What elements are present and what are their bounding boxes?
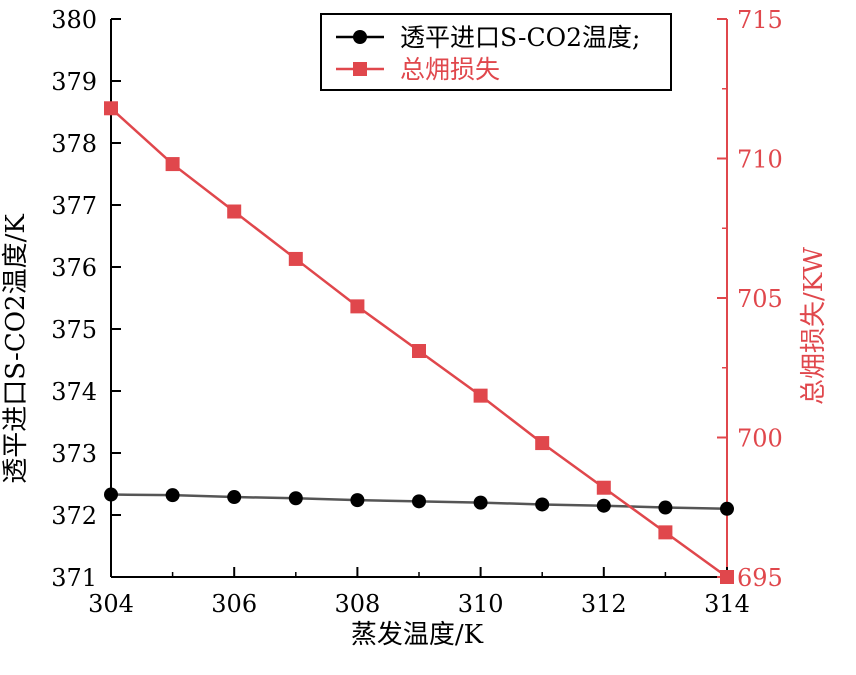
series-2-point: [350, 299, 365, 314]
legend-marker-1: [353, 30, 367, 44]
series-1-point: [165, 488, 180, 503]
legend-label-1: 透平进口S-CO2温度;: [400, 23, 640, 52]
legend-marker-2: [353, 62, 367, 76]
y-left-tick-label: 380: [51, 6, 97, 34]
series-1-point: [596, 498, 611, 513]
series-1-point: [720, 501, 734, 516]
x-tick-label: 310: [458, 590, 504, 618]
y-left-tick-label: 373: [51, 440, 97, 468]
legend: 透平进口S-CO2温度; 总㶲损失: [320, 13, 672, 91]
y-left-tick-label: 375: [51, 316, 97, 344]
series-1-point: [473, 495, 488, 510]
y-axis-title-right: 总㶲损失/KW: [799, 247, 829, 405]
legend-box: [320, 13, 672, 91]
series-2-point: [227, 204, 242, 219]
series-1-point: [535, 497, 550, 512]
series-2-point: [165, 157, 180, 172]
y-right-tick-label: 710: [737, 146, 783, 174]
y-left-tick-label: 377: [51, 192, 97, 220]
series-2-point: [720, 570, 734, 584]
series-2-point: [535, 436, 550, 451]
y-right-tick-label: 695: [737, 564, 783, 592]
series-layer: [104, 101, 734, 584]
series-2-point: [658, 525, 673, 540]
series-2-point: [288, 251, 303, 266]
series-1-point: [227, 490, 242, 505]
y-right-tick-label: 715: [737, 6, 783, 34]
series-1-point: [412, 494, 426, 509]
y-left-tick-label: 371: [51, 564, 97, 592]
y-left-tick-label: 379: [51, 68, 97, 96]
y-axis-title-left: 透平进口S-CO2温度/K: [1, 214, 31, 484]
x-tick-label: 308: [334, 590, 380, 618]
x-tick-label: 312: [581, 590, 627, 618]
series-1-point: [658, 500, 673, 515]
series-2-point: [104, 101, 118, 116]
x-tick-label: 306: [211, 590, 257, 618]
axes-group: 304 306 308 310 312 314 371 372 373 374 375 376 377 3…: [51, 6, 783, 618]
y-left-tick-label: 374: [51, 378, 97, 406]
series-2-point: [596, 480, 611, 495]
series-1-point: [350, 493, 365, 508]
y-right-tick-label: 705: [737, 285, 783, 313]
x-tick-label: 304: [88, 590, 134, 618]
series-2-point: [473, 388, 488, 403]
x-tick-label: 314: [704, 590, 750, 618]
y-left-tick-label: 378: [51, 130, 97, 158]
x-axis-title: 蒸发温度/K: [351, 620, 484, 650]
y-right-tick-label: 700: [737, 425, 783, 453]
series-2-point: [412, 344, 426, 359]
y-left-tick-label: 376: [51, 254, 97, 282]
series-1-point: [104, 487, 118, 502]
y-left-tick-label: 372: [51, 502, 97, 530]
series-1-point: [288, 491, 303, 506]
legend-label-2: 总㶲损失: [400, 55, 500, 84]
